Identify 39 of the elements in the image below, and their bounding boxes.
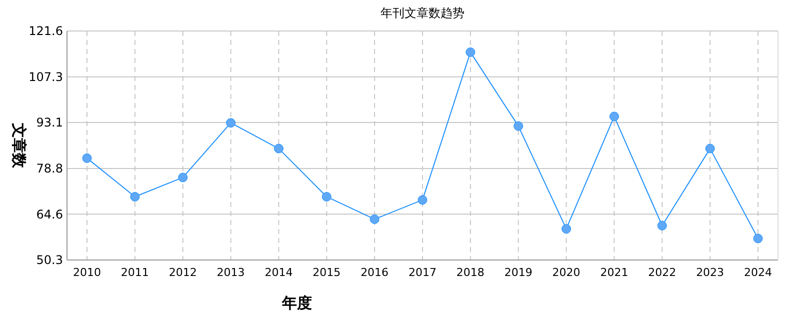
y-axis-title: 文章数 bbox=[10, 122, 28, 169]
x-tick-label: 2015 bbox=[312, 266, 341, 279]
point bbox=[370, 214, 380, 224]
point bbox=[418, 195, 428, 205]
x-tick-label: 2016 bbox=[360, 266, 389, 279]
y-tick-label: 107.3 bbox=[28, 70, 63, 84]
y-tick-label: 93.1 bbox=[36, 116, 63, 130]
point bbox=[609, 112, 619, 122]
point bbox=[466, 47, 476, 57]
x-tick-label: 2020 bbox=[552, 266, 580, 279]
point bbox=[753, 234, 763, 244]
x-tick-label: 2024 bbox=[744, 266, 772, 279]
chart-title: 年刊文章数趋势 bbox=[380, 6, 464, 20]
x-tick-label: 2013 bbox=[216, 266, 245, 279]
point bbox=[705, 144, 715, 154]
x-tick-label: 2010 bbox=[73, 266, 101, 279]
point bbox=[657, 220, 667, 230]
point bbox=[274, 144, 284, 154]
point bbox=[322, 192, 332, 202]
y-tick-label: 121.6 bbox=[28, 24, 63, 38]
point bbox=[178, 172, 188, 182]
x-tick-label: 2018 bbox=[456, 266, 484, 279]
point bbox=[514, 121, 524, 131]
x-tick-label: 2022 bbox=[648, 266, 676, 279]
x-tick-label: 2017 bbox=[408, 266, 436, 279]
y-tick-label: 78.8 bbox=[36, 162, 63, 176]
x-tick-label: 2012 bbox=[168, 266, 197, 279]
point bbox=[562, 224, 572, 234]
x-tick-label: 2023 bbox=[696, 266, 724, 279]
y-tick-label: 64.6 bbox=[36, 207, 63, 222]
x-tick-label: 2014 bbox=[264, 266, 293, 279]
x-tick-label: 2019 bbox=[504, 266, 532, 279]
point bbox=[82, 153, 92, 163]
point bbox=[130, 192, 140, 202]
y-tick-label: 50.3 bbox=[36, 253, 63, 268]
x-tick-label: 2011 bbox=[120, 266, 149, 279]
x-axis-title: 年度 bbox=[281, 294, 312, 312]
x-tick-label: 2021 bbox=[600, 266, 628, 279]
point bbox=[226, 118, 236, 128]
